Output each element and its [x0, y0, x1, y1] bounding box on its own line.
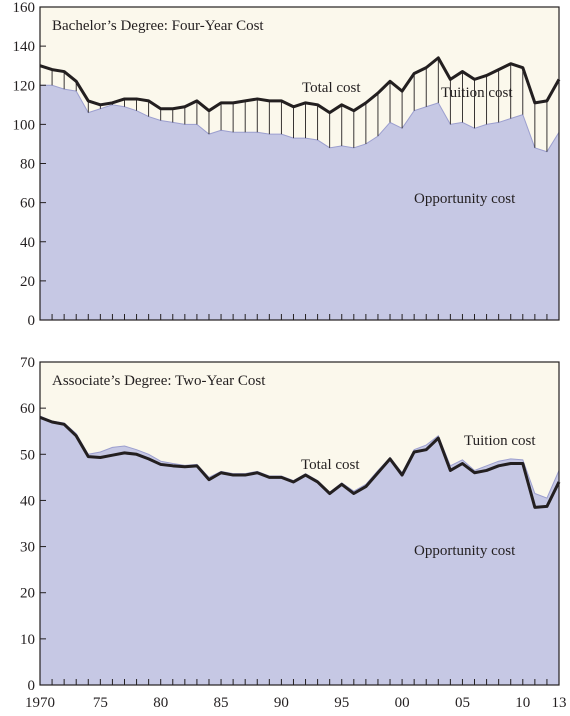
x-tick-label: 13 — [552, 695, 567, 711]
associates-panel: 0 10 20 30 40 50 60 70 Associate’s Degree: Two-… — [20, 355, 561, 694]
associates-y-axis: 0 10 20 30 40 50 60 70 — [20, 355, 46, 694]
associates-y-tick-label: 20 — [20, 586, 35, 602]
associates-y-tick-label: 10 — [20, 632, 35, 648]
bachelors-opportunity-cost-label: Opportunity cost — [414, 191, 516, 207]
bachelors-y-tick-label: 60 — [20, 196, 35, 212]
x-tick-label: 75 — [93, 695, 108, 711]
x-tick-label: 05 — [455, 695, 470, 711]
bachelors-y-axis: 0 20 40 60 80 100 120 140 160 — [13, 0, 46, 329]
x-tick-label: 90 — [274, 695, 289, 711]
bachelors-tuition-cost-hatching — [39, 57, 560, 152]
bachelors-y-tick-label: 80 — [20, 157, 35, 173]
associates-y-tick-label: 50 — [20, 447, 35, 463]
x-tick-label: 1970 — [25, 695, 55, 711]
associates-panel-title: Associate’s Degree: Two-Year Cost — [52, 373, 266, 389]
associates-y-tick-label: 60 — [20, 401, 35, 417]
bachelors-y-tick-label: 20 — [20, 274, 35, 290]
x-axis-labels: 1970 75 80 85 90 95 00 05 10 13 — [25, 695, 567, 711]
bachelors-y-tick-label: 140 — [13, 39, 36, 55]
associates-y-tick-label: 0 — [28, 678, 36, 694]
associates-y-tick-label: 70 — [20, 355, 35, 371]
associates-y-tick-label: 30 — [20, 540, 35, 556]
bachelors-panel-title: Bachelor’s Degree: Four-Year Cost — [52, 18, 264, 34]
bachelors-y-tick-label: 100 — [13, 117, 36, 133]
associates-total-cost-line — [39, 415, 561, 509]
x-tick-label: 80 — [153, 695, 168, 711]
bachelors-tuition-cost-label: Tuition cost — [441, 85, 513, 101]
associates-tuition-cost-label: Tuition cost — [464, 433, 536, 449]
associates-plot-frame — [39, 361, 560, 686]
x-tick-label: 85 — [214, 695, 229, 711]
x-tick-label: 00 — [395, 695, 410, 711]
bachelors-x-axis-ticks — [39, 314, 560, 320]
associates-total-cost-label: Total cost — [301, 457, 360, 473]
associates-x-axis-ticks — [39, 679, 560, 685]
x-tick-label: 95 — [334, 695, 349, 711]
bachelors-y-tick-label: 160 — [13, 0, 36, 16]
associates-opportunity-cost-label: Opportunity cost — [414, 543, 516, 559]
bachelors-y-tick-label: 40 — [20, 235, 35, 251]
x-tick-label: 10 — [515, 695, 530, 711]
bachelors-total-cost-line — [39, 56, 561, 115]
associates-y-tick-label: 40 — [20, 493, 35, 509]
bachelors-y-tick-label: 120 — [13, 78, 36, 94]
bachelors-panel: 0 20 40 60 80 100 120 140 160 Bachelor’s Degree:… — [13, 0, 561, 329]
bachelors-y-tick-label: 0 — [28, 313, 36, 329]
bachelors-total-cost-label: Total cost — [302, 80, 361, 96]
